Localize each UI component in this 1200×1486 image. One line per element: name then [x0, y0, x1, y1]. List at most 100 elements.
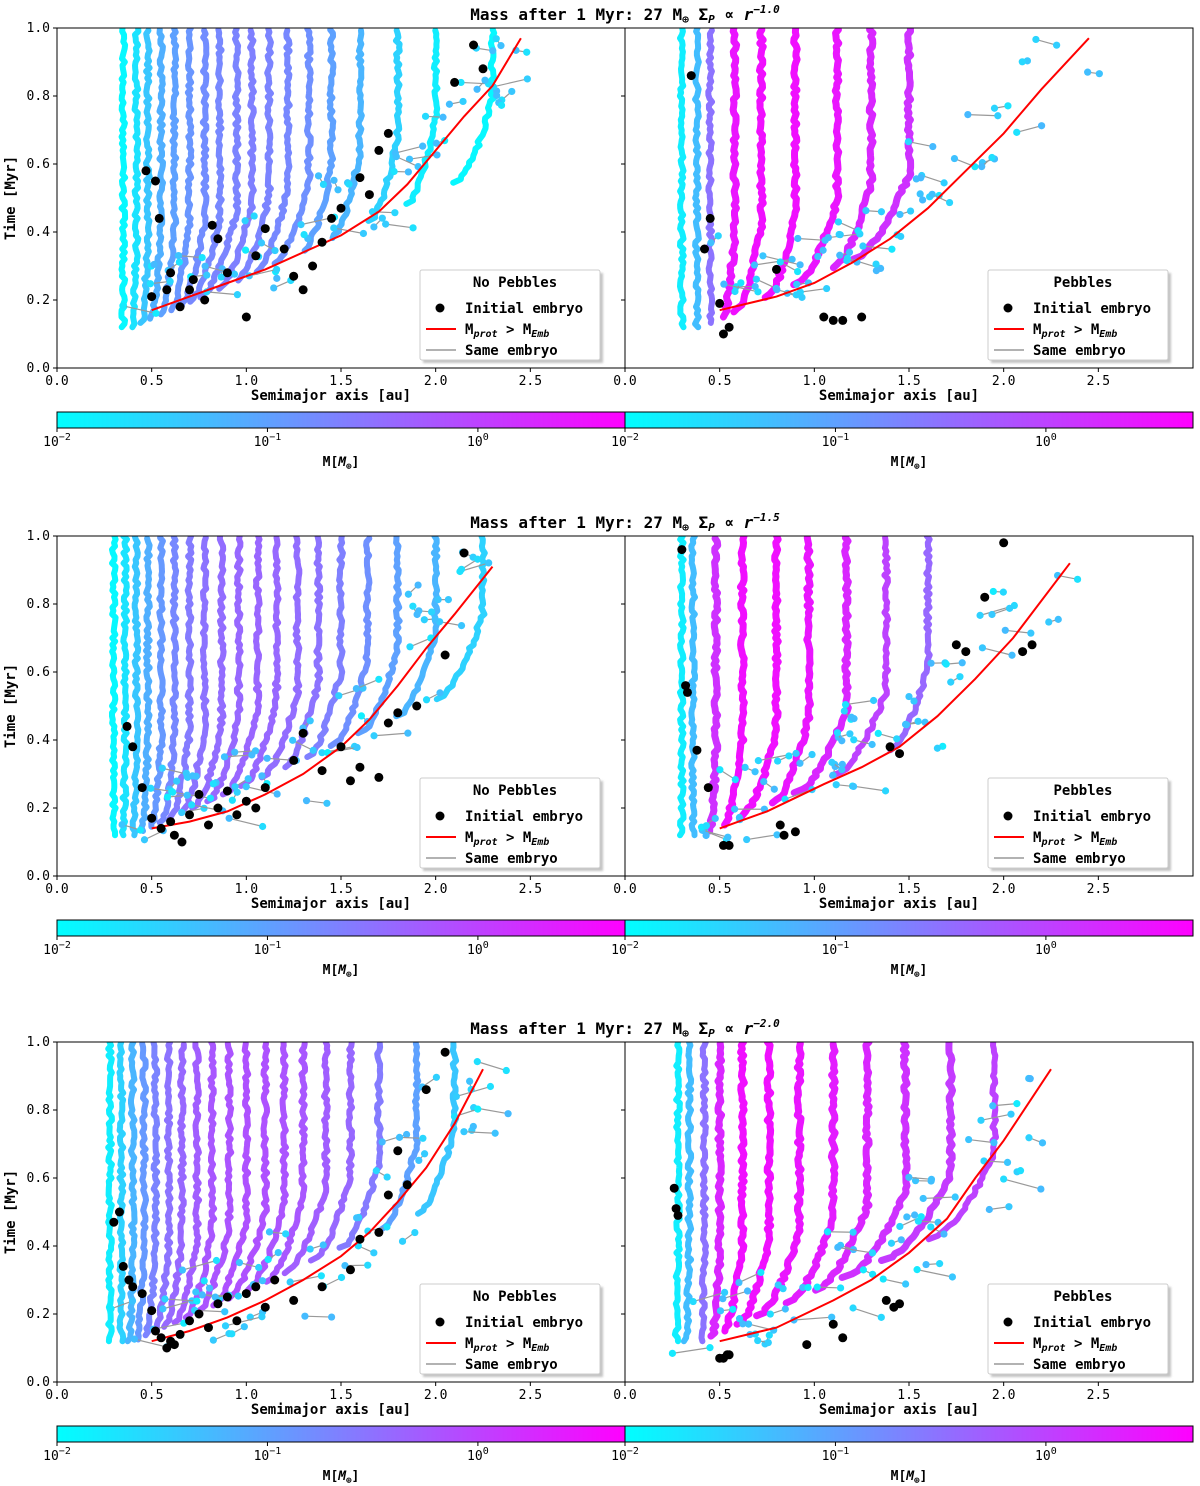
embryo-dot [781, 1305, 789, 1313]
same-embryo-line [372, 211, 395, 214]
legend-label-same: Same embryo [465, 851, 558, 867]
initial-embryo-point [122, 721, 132, 731]
embryo-dot [255, 1263, 263, 1272]
embryo-dot [1000, 1175, 1008, 1183]
same-embryo-line [800, 287, 827, 293]
initial-embryo-point [213, 803, 223, 813]
same-embryo-line [908, 1176, 932, 1180]
initial-embryo-point [692, 745, 702, 755]
embryo-dot [314, 172, 323, 180]
embryo-dot [840, 707, 848, 715]
embryo-dot [743, 835, 751, 844]
embryo-dot [1073, 575, 1082, 583]
embryo-dot [489, 47, 497, 55]
legend-label-red: Mprot > MEmb [1033, 322, 1117, 340]
embryo-track [258, 536, 303, 781]
initial-embryo-point [298, 728, 308, 738]
y-tick-label: 0.4 [27, 733, 51, 748]
embryo-dot [829, 771, 837, 779]
initial-embryo-point [260, 1302, 270, 1312]
same-embryo-line [837, 1246, 873, 1254]
red-curve [719, 1068, 1052, 1343]
embryo-dot [457, 622, 466, 630]
embryo-dot [337, 1273, 346, 1282]
embryo-dot [286, 1278, 294, 1286]
embryo-dot [927, 659, 935, 667]
embryo-track [281, 1042, 331, 1277]
initial-embryo-point [203, 1323, 213, 1333]
embryo-dot [383, 1223, 391, 1231]
embryo-dot [927, 1223, 935, 1231]
embryo-track [129, 536, 142, 839]
x-tick-label: 2.0 [424, 1388, 447, 1403]
embryo-dot [258, 772, 266, 780]
embryo-dot [409, 602, 417, 610]
embryo-dot [933, 744, 942, 752]
embryo-dot [264, 1255, 272, 1264]
colorbar-tick-label: 100 [1035, 940, 1057, 958]
x-axis-label: Semimajor axis [au] [251, 388, 411, 404]
embryo-track [692, 28, 702, 331]
embryo-dot [419, 1134, 427, 1142]
embryo-track [838, 1042, 911, 1281]
embryo-dot [228, 1330, 236, 1338]
colorbar-gradient [56, 919, 626, 937]
embryo-dot [994, 112, 1002, 120]
embryo-dot [834, 1243, 842, 1251]
embryo-dot [950, 154, 959, 163]
initial-embryo-point [459, 548, 469, 558]
initial-embryo-point [355, 1234, 365, 1244]
initial-embryo-point [686, 71, 696, 81]
embryo-track [147, 28, 166, 322]
embryo-dot [824, 1228, 832, 1236]
same-embryo-line [172, 791, 211, 799]
embryo-dot [905, 692, 913, 701]
x-tick-label: 1.0 [235, 882, 258, 897]
embryo-track [676, 28, 687, 331]
embryo-dot [1004, 102, 1012, 110]
embryo-dot [217, 273, 225, 281]
embryo-dot [1005, 604, 1014, 612]
embryo-dot [847, 713, 856, 721]
embryo-dot [706, 1344, 714, 1352]
legend-label-embryo: Initial embryo [465, 809, 583, 825]
embryo-track [688, 536, 698, 839]
embryo-dot [146, 280, 154, 288]
legend-label-red: Mprot > MEmb [465, 1336, 549, 1354]
same-embryo-line [817, 1286, 841, 1289]
embryo-dot [330, 176, 338, 184]
initial-embryo-point [374, 772, 384, 782]
x-tick-label: 0.5 [708, 882, 731, 897]
embryo-dot [774, 757, 782, 765]
same-embryo-line [249, 268, 277, 277]
same-embryo-line [385, 223, 414, 229]
initial-embryo-point [775, 820, 785, 830]
embryo-dot [212, 1256, 221, 1265]
embryo-dot [877, 208, 886, 216]
initial-embryo-point [289, 271, 299, 281]
chart-row-1: Mass after 1 Myr: 27 M⊕ ΣP ∝ r−1.0 0.0 0.5… [3, 3, 1194, 472]
colorbar-tick-label: 100 [1035, 1446, 1057, 1464]
embryo-dot [808, 750, 816, 759]
embryo-track [182, 1042, 218, 1321]
embryo-dot [130, 1335, 139, 1343]
embryo-dot [965, 1135, 973, 1144]
embryo-dot [877, 1313, 885, 1321]
initial-embryo-point [700, 244, 710, 254]
embryo-dot [297, 221, 305, 229]
embryo-dot [896, 1222, 904, 1231]
embryo-dot [497, 42, 505, 50]
initial-embryo-point [222, 1292, 232, 1302]
embryo-dot [731, 805, 739, 813]
embryo-dot [928, 190, 936, 198]
embryo-track [178, 28, 210, 309]
embryo-dot [421, 1150, 429, 1158]
embryo-track [178, 536, 210, 817]
initial-embryo-point [289, 1295, 299, 1305]
initial-embryo-point [232, 810, 242, 820]
initial-embryo-point [828, 1319, 838, 1329]
initial-embryo-point [251, 251, 261, 261]
embryo-dot [404, 729, 412, 737]
embryo-dot [707, 239, 715, 247]
